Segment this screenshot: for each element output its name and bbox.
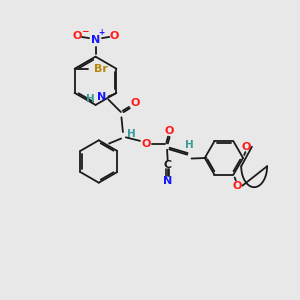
Text: O: O	[232, 181, 242, 191]
Text: N: N	[98, 92, 106, 102]
Text: H: H	[86, 94, 95, 104]
Text: N: N	[163, 176, 172, 186]
Text: O: O	[73, 31, 82, 41]
Text: +: +	[98, 28, 104, 37]
Text: Br: Br	[94, 64, 108, 74]
Text: O: O	[242, 142, 251, 152]
Text: O: O	[109, 31, 119, 41]
Text: −: −	[82, 26, 89, 35]
Text: O: O	[130, 98, 140, 108]
Text: N: N	[91, 35, 100, 46]
Text: O: O	[165, 126, 174, 136]
Text: H: H	[127, 129, 136, 139]
Text: H: H	[185, 140, 194, 150]
Text: O: O	[141, 139, 151, 149]
Text: C: C	[164, 160, 172, 170]
